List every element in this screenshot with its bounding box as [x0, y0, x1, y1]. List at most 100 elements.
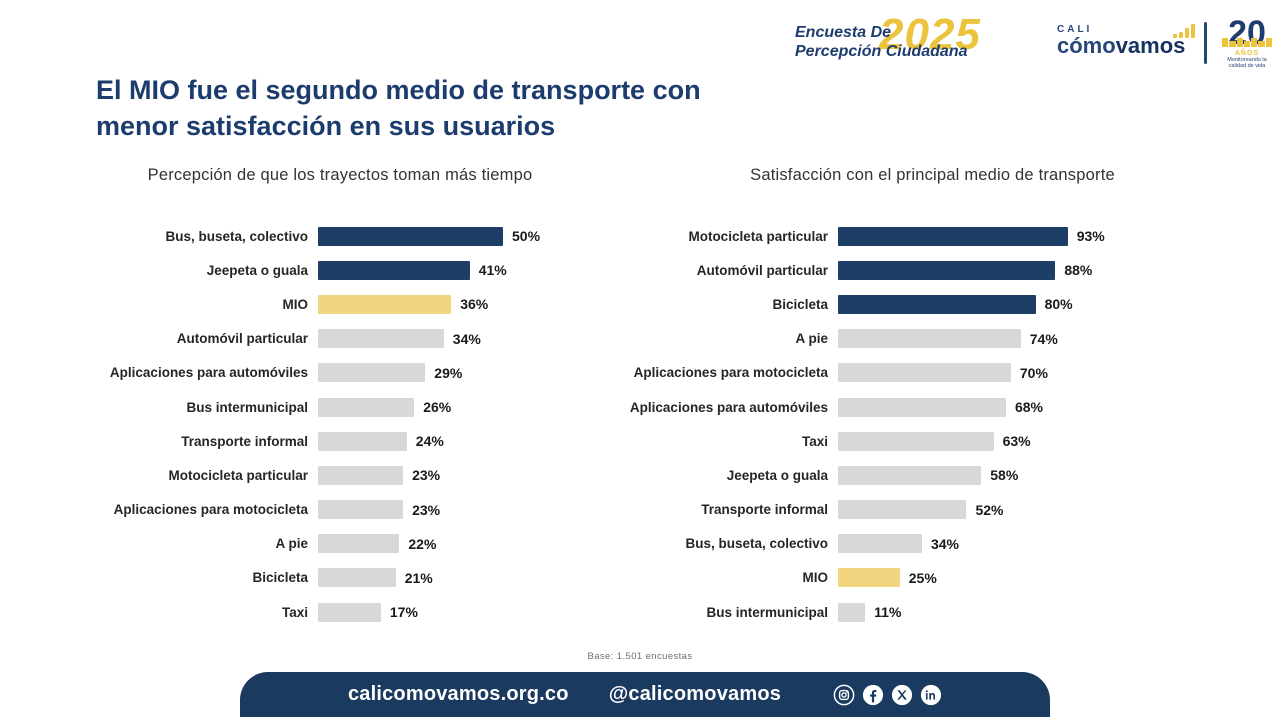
chart-row: Bicicleta 21%	[96, 561, 540, 595]
social-icons	[833, 684, 942, 706]
right-chart-title: Satisfacción con el principal medio de t…	[750, 166, 1115, 184]
bar-category-label: Jeepeta o guala	[726, 467, 828, 483]
survey-year: 2025	[879, 10, 981, 59]
bar-category-label: A pie	[275, 536, 308, 552]
bar-value-label: 70%	[1019, 364, 1048, 381]
linkedin-icon[interactable]	[920, 684, 942, 706]
bar-gray	[318, 500, 404, 520]
bar-value-label: 68%	[1014, 399, 1043, 416]
bar-category-label: Aplicaciones para motocicleta	[633, 365, 828, 381]
header: 2025 Encuesta De Percepción Ciudadana CA…	[0, 0, 1280, 70]
bar-category-label: Bus intermunicipal	[706, 604, 828, 620]
bar-navy	[838, 226, 1068, 246]
bar-value-label: 25%	[908, 569, 937, 586]
bar-gray	[838, 397, 1006, 417]
bar-navy	[838, 260, 1056, 280]
facebook-icon[interactable]	[862, 684, 884, 706]
bar-navy	[318, 226, 503, 246]
chart-row: Transporte informal 24%	[96, 424, 540, 458]
chart-row: Motocicleta particular 93%	[606, 219, 1105, 253]
bar-gray	[318, 465, 404, 485]
chart-row: Bus intermunicipal 26%	[96, 390, 540, 424]
bar-category-label: Motocicleta particular	[688, 228, 828, 244]
bar-category-label: Bus, buseta, colectivo	[165, 228, 308, 244]
instagram-icon[interactable]	[833, 684, 855, 706]
social-handle-link[interactable]: @calicomovamos	[608, 683, 782, 705]
chart-row: Jeepeta o guala 41%	[96, 253, 540, 287]
bar-category-label: Aplicaciones para automóviles	[109, 365, 308, 381]
bar-gray	[318, 602, 381, 622]
bar-gray	[318, 363, 426, 383]
bar-category-label: MIO	[802, 570, 829, 586]
chart-row: Bus intermunicipal 11%	[606, 595, 1105, 629]
bar-chart-icon	[1173, 24, 1195, 38]
bar-value-label: 74%	[1029, 330, 1058, 347]
bar-category-label: Bicicleta	[772, 296, 828, 312]
bar-gray	[838, 500, 967, 520]
website-link[interactable]: calicomovamos.org.co	[347, 683, 569, 705]
chart-row: MIO 36%	[96, 287, 540, 321]
survey-title-line2: Percepción Ciudadana	[795, 42, 968, 60]
bar-gray	[318, 431, 407, 451]
perception-bar-chart: Bus, buseta, colectivo 50% Jeepeta o guala…	[96, 219, 540, 629]
survey-title: Encuesta De Percepción Ciudadana	[795, 24, 968, 62]
anniversary-label: AÑOS	[1234, 49, 1260, 57]
bar-category-label: Taxi	[281, 604, 308, 620]
bar-gray	[838, 431, 994, 451]
anniversary-caption: Monitoreando la calidad de vida	[1227, 56, 1267, 70]
bar-gray	[318, 329, 444, 349]
bar-gray	[838, 465, 982, 485]
bar-gray	[838, 329, 1021, 349]
anniversary-number: 20	[1218, 16, 1276, 50]
bar-value-label: 34%	[452, 330, 481, 347]
bar-yellow	[838, 568, 900, 588]
bar-yellow	[318, 294, 452, 314]
bar-value-label: 34%	[930, 535, 959, 552]
bar-value-label: 58%	[990, 467, 1019, 484]
chart-row: Jeepeta o guala 58%	[606, 458, 1105, 492]
bar-value-label: 21%	[404, 569, 433, 586]
bar-value-label: 22%	[408, 535, 437, 552]
bar-gray	[318, 397, 415, 417]
city-skyline-icon	[1222, 37, 1272, 47]
bar-value-label: 88%	[1064, 262, 1093, 279]
bar-value-label: 17%	[389, 604, 418, 621]
bar-value-label: 23%	[412, 501, 441, 518]
x-twitter-icon[interactable]	[891, 684, 913, 706]
anniversary-logo: 20 AÑOS Monitoreando la calidad de vida	[1218, 16, 1276, 70]
bar-gray	[838, 363, 1011, 383]
bar-value-label: 29%	[434, 364, 463, 381]
survey-badge: 2025 Encuesta De Percepción Ciudadana	[795, 10, 1035, 70]
bar-navy	[318, 260, 470, 280]
bar-value-label: 36%	[460, 296, 489, 313]
chart-row: Bus, buseta, colectivo 50%	[96, 219, 540, 253]
bar-gray	[318, 534, 400, 554]
bar-value-label: 50%	[512, 228, 541, 245]
logo-brand-name: cómovamos	[1057, 33, 1186, 58]
chart-row: MIO 25%	[606, 561, 1105, 595]
bar-value-label: 41%	[478, 262, 507, 279]
chart-row: Bicicleta 80%	[606, 287, 1105, 321]
chart-row: Aplicaciones para automóviles 68%	[606, 390, 1105, 424]
bar-gray	[318, 568, 396, 588]
chart-row: Aplicaciones para automóviles 29%	[96, 356, 540, 390]
bar-category-label: Jeepeta o guala	[206, 262, 308, 278]
bar-category-label: Transporte informal	[181, 433, 308, 449]
sample-base-note: Base: 1.501 encuestas	[587, 651, 693, 662]
bar-category-label: Bus intermunicipal	[186, 399, 308, 415]
bar-value-label: 80%	[1044, 296, 1073, 313]
satisfaction-bar-chart: Motocicleta particular 93% Automóvil parti…	[606, 219, 1105, 629]
chart-row: Taxi 63%	[606, 424, 1105, 458]
bar-category-label: Bus, buseta, colectivo	[685, 536, 828, 552]
chart-row: Automóvil particular 88%	[606, 253, 1105, 287]
bar-category-label: Motocicleta particular	[168, 467, 308, 483]
bar-value-label: 52%	[975, 501, 1004, 518]
bar-value-label: 93%	[1076, 228, 1105, 245]
bar-category-label: Automóvil particular	[176, 331, 308, 347]
logo-divider	[1204, 22, 1207, 64]
chart-row: Aplicaciones para motocicleta 23%	[96, 493, 540, 527]
chart-row: Taxi 17%	[96, 595, 540, 629]
footer-bar: calicomovamos.org.co @calicomovamos	[240, 672, 1050, 717]
bar-category-label: Taxi	[801, 433, 828, 449]
